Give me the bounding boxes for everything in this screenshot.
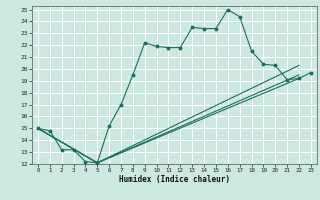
X-axis label: Humidex (Indice chaleur): Humidex (Indice chaleur) (119, 175, 230, 184)
